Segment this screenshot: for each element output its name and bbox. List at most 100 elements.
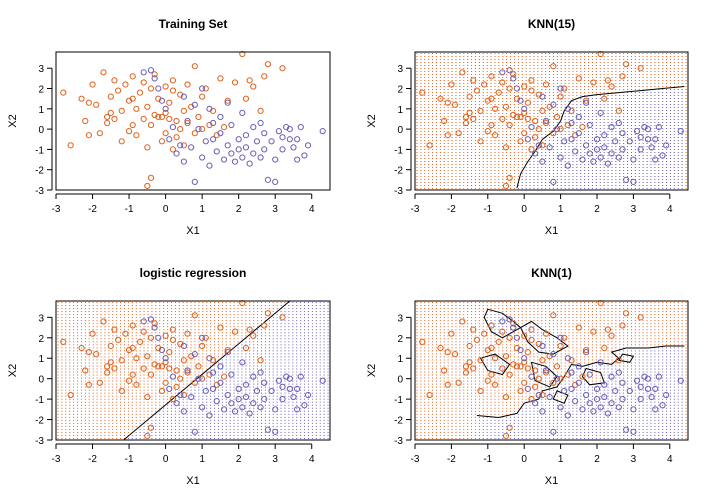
point-blue (250, 400, 257, 407)
point-orange (246, 326, 253, 333)
point-orange (60, 89, 67, 96)
point-orange (528, 87, 535, 94)
point-orange (521, 332, 528, 339)
point-blue (217, 379, 224, 386)
point-orange (191, 130, 198, 137)
point-orange (437, 344, 444, 352)
point-blue (550, 428, 557, 435)
point-blue (637, 146, 644, 153)
point-orange (151, 320, 158, 327)
y-tick-label: 2 (38, 334, 44, 345)
point-blue (250, 123, 257, 131)
point-orange (125, 377, 133, 384)
y-axis-label: X2 (7, 364, 19, 377)
point-blue (521, 355, 528, 362)
point-orange (615, 357, 622, 364)
point-orange (455, 130, 462, 137)
x-tick-label: 0 (163, 454, 169, 465)
x-tick-label: -2 (447, 454, 456, 465)
y-tick-label: 1 (38, 354, 44, 365)
point-orange (477, 138, 484, 145)
point-blue (575, 379, 582, 386)
point-orange (473, 87, 480, 94)
point-blue (294, 156, 301, 163)
point-blue (191, 101, 198, 108)
point-orange (455, 379, 462, 386)
point-orange (184, 330, 191, 337)
x-tick-label: -3 (411, 454, 420, 465)
point-blue (572, 398, 579, 405)
point-blue (521, 105, 528, 112)
point-blue (158, 346, 166, 354)
y-tick-label: -1 (35, 395, 44, 406)
point-blue (564, 412, 571, 419)
point-orange (499, 115, 506, 123)
point-orange (557, 342, 564, 350)
x-tick-label: 3 (631, 454, 637, 465)
point-orange (637, 314, 644, 321)
point-blue (506, 316, 513, 323)
point-orange (517, 387, 524, 395)
point-orange (144, 432, 151, 440)
y-axis-label: X2 (7, 114, 19, 127)
decision-boundary-loop (519, 320, 569, 355)
point-blue (597, 404, 604, 411)
point-orange (539, 142, 546, 149)
point-orange (623, 61, 630, 68)
point-blue (140, 318, 147, 325)
y-tick-label: 1 (38, 105, 44, 116)
point-orange (184, 369, 191, 376)
x-tick-label: 2 (594, 454, 600, 465)
point-orange (528, 77, 535, 84)
x-tick-label: 1 (558, 204, 564, 215)
point-blue (272, 156, 279, 163)
point-blue (604, 410, 612, 417)
point-orange (528, 326, 535, 333)
point-blue (257, 154, 264, 161)
point-blue (586, 400, 593, 407)
point-orange (488, 371, 495, 378)
point-blue (506, 67, 513, 74)
point-blue (593, 146, 601, 153)
point-orange (158, 138, 166, 145)
point-blue (593, 136, 601, 143)
point-orange (162, 83, 169, 90)
point-orange (502, 103, 510, 110)
point-orange (488, 95, 495, 102)
point-orange (481, 330, 488, 337)
point-orange (217, 324, 224, 331)
point-orange (506, 424, 513, 431)
x-axis-label: X1 (545, 225, 558, 237)
point-blue (166, 385, 173, 392)
point-blue (553, 126, 561, 133)
y-tick-label: 3 (38, 313, 44, 324)
point-blue (586, 121, 593, 129)
point-blue (644, 126, 652, 133)
point-blue (191, 178, 198, 185)
point-blue (557, 154, 564, 161)
point-blue (242, 381, 250, 388)
point-blue (147, 67, 155, 74)
point-blue (615, 119, 622, 127)
point-orange (180, 107, 187, 114)
point-blue (586, 150, 593, 157)
point-blue (535, 391, 542, 399)
point-orange (484, 128, 491, 135)
point-orange (521, 109, 528, 116)
y-tick-label: 2 (397, 85, 403, 96)
point-blue (239, 404, 246, 411)
point-orange (78, 344, 85, 352)
point-blue (239, 109, 246, 116)
point-orange (242, 344, 250, 352)
point-orange (177, 126, 184, 133)
point-blue (268, 138, 275, 145)
y-tick-label: 1 (397, 105, 403, 116)
point-blue (304, 142, 312, 149)
point-orange (104, 119, 111, 127)
x-axis-label: X1 (545, 475, 558, 487)
point-blue (261, 396, 268, 403)
point-blue (206, 162, 213, 169)
point-orange (191, 312, 198, 319)
point-blue (619, 146, 626, 153)
point-orange (604, 326, 612, 333)
